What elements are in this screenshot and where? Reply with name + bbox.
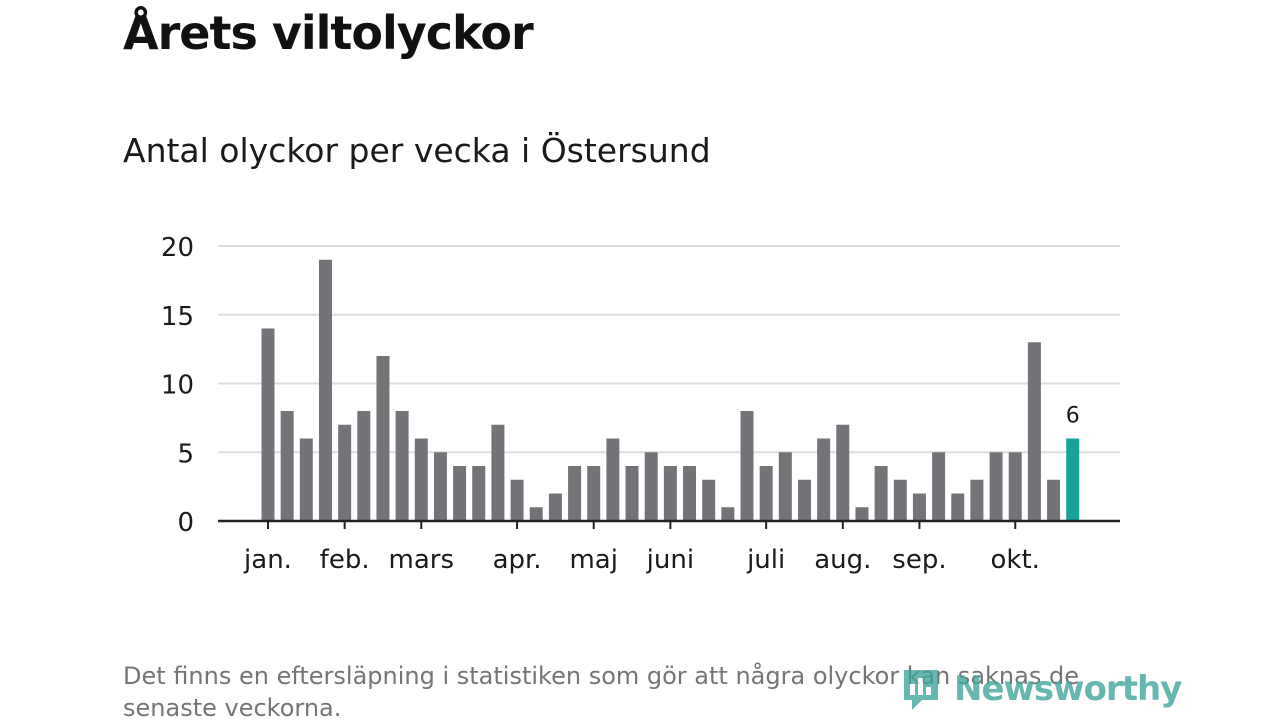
x-tick-label: aug. [814, 545, 871, 575]
bar-highlight [1066, 438, 1080, 521]
chart-title: Årets viltolyckor [123, 6, 534, 60]
bar [1008, 452, 1022, 521]
newsworthy-logo: Newsworthy [900, 666, 1182, 712]
bar [606, 438, 620, 521]
bar [970, 479, 984, 521]
bar [817, 438, 831, 521]
x-tick-label: mars [389, 545, 455, 575]
bar [568, 466, 582, 521]
x-tick-label: apr. [493, 545, 542, 575]
bar [587, 466, 601, 521]
y-tick-label: 20 [161, 233, 194, 263]
bar [529, 507, 543, 521]
bar [893, 479, 907, 521]
bar [433, 452, 447, 521]
x-axis-ticks: jan. feb. mars apr. maj juni juli aug. sep. okt. [243, 521, 1040, 575]
bar [740, 411, 754, 521]
newsworthy-logo-icon [904, 670, 938, 710]
x-tick-label: sep. [892, 545, 946, 575]
bar [261, 328, 275, 521]
x-tick-label: maj [569, 545, 617, 575]
bar [644, 452, 658, 521]
bar [280, 411, 294, 521]
bar [759, 466, 773, 521]
bar [951, 493, 965, 521]
y-tick-label: 10 [161, 371, 194, 401]
bar [797, 479, 811, 521]
bar [625, 466, 639, 521]
chart-subtitle: Antal olyckor per vecka i Östersund [123, 131, 711, 170]
bar [702, 479, 716, 521]
x-tick-label: juni [646, 545, 694, 575]
bar [453, 466, 467, 521]
bar [510, 479, 524, 521]
bar [1027, 342, 1041, 521]
bar [932, 452, 946, 521]
bar [778, 452, 792, 521]
y-axis-ticks: 0 5 10 15 20 [161, 233, 194, 538]
newsworthy-logo-text: Newsworthy [954, 669, 1182, 709]
bar [721, 507, 735, 521]
x-tick-label: feb. [320, 545, 370, 575]
bar [548, 493, 562, 521]
bar [357, 411, 371, 521]
bars [261, 259, 1080, 521]
bar [683, 466, 697, 521]
bar-chart: 0 5 10 15 20 jan. feb. mars apr. maj juni juli aug.… [161, 233, 1120, 575]
y-tick-label: 0 [177, 508, 194, 538]
x-tick-label: juli [746, 545, 785, 575]
bar [855, 507, 869, 521]
bar [912, 493, 926, 521]
x-tick-label: okt. [991, 545, 1040, 575]
bar [836, 424, 850, 521]
bar [874, 466, 888, 521]
bar [299, 438, 313, 521]
bar [989, 452, 1003, 521]
data-label: 6 [1066, 404, 1080, 429]
bar [663, 466, 677, 521]
y-tick-label: 5 [177, 439, 194, 469]
bar [472, 466, 486, 521]
bar [318, 259, 332, 521]
bar [1047, 479, 1061, 521]
bar [376, 356, 390, 521]
y-tick-label: 15 [161, 302, 194, 332]
bar [338, 424, 352, 521]
x-tick-label: jan. [243, 545, 292, 575]
bar [395, 411, 409, 521]
grid-lines [218, 245, 1120, 454]
data-labels: 6 [1066, 404, 1080, 429]
bar [491, 424, 505, 521]
bar [414, 438, 428, 521]
